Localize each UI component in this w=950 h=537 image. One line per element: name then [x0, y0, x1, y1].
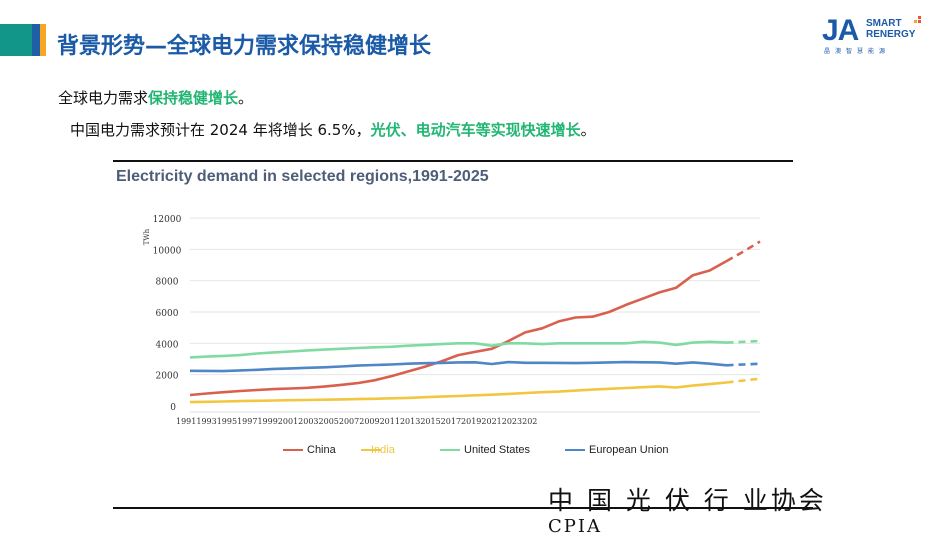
series-line	[189, 381, 727, 404]
series-line	[189, 340, 727, 359]
chart-title: Electricity demand in selected regions,1…	[116, 168, 489, 185]
legend-label: China	[307, 444, 337, 456]
footer-org-en: CPIA	[548, 516, 602, 537]
y-tick-label: 2000	[156, 372, 179, 382]
legend-label: United States	[464, 444, 531, 456]
page-title: 背景形势—全球电力需求保持稳健增长	[57, 34, 432, 59]
bullet-line-2: 中国电力需求预计在 2024 年将增长 6.5%，光伏、电动汽车等实现快速增长。	[70, 121, 596, 139]
bullet-line-1: 全球电力需求保持稳健增长。	[58, 89, 254, 107]
y-axis-label: TWh	[143, 228, 151, 245]
y-tick-label: 10000	[153, 246, 182, 256]
x-tick-labels: 1991199319951997199920012003200520072009…	[176, 417, 537, 426]
footer-org-cn: 中 国 光 伏 行 业协会	[548, 486, 827, 515]
legend-label: India	[371, 444, 396, 456]
series-projection-line	[726, 339, 761, 344]
chart-bottom-rule	[113, 507, 813, 509]
y-tick-label: 4000	[156, 340, 179, 350]
y-tick-label: 12000	[153, 215, 182, 225]
y-tick-label: 8000	[156, 278, 179, 288]
series-line	[189, 259, 728, 397]
logo-subtitle-cn: 晶澳智慧能源	[824, 48, 891, 55]
y-tick-label: 6000	[156, 309, 179, 319]
series-line	[189, 360, 727, 373]
legend-label: European Union	[589, 444, 669, 456]
header-accent-bar	[0, 24, 46, 56]
y-tick-label: 0	[170, 403, 176, 413]
logo-mark: JA	[822, 14, 859, 47]
series-projection-line	[726, 377, 761, 384]
logo-text: SMART RENERGY	[866, 18, 916, 40]
chart-top-rule	[113, 160, 793, 162]
logo-dots-icon	[914, 16, 922, 24]
series-projection-line	[726, 362, 761, 367]
ja-smart-energy-logo: JA SMART RENERGY 晶澳智慧能源	[822, 14, 922, 55]
series-projection-line	[725, 240, 761, 263]
